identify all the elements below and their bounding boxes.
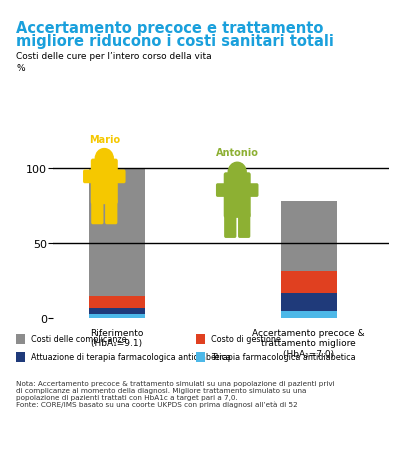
Text: Nota: Accertamento precoce & trattamento simulati su una popolazione di pazienti: Nota: Accertamento precoce & trattamento…	[16, 380, 335, 408]
Text: Antonio: Antonio	[216, 148, 258, 158]
Text: %: %	[16, 64, 25, 73]
Bar	[89, 296, 145, 308]
Bar	[89, 308, 145, 314]
Text: Costi delle cure per l’intero corso della vita: Costi delle cure per l’intero corso dell…	[16, 52, 212, 61]
Bar	[281, 201, 337, 272]
Bar	[281, 293, 337, 311]
Text: Attuazione di terapia farmacologica antidiabetica: Attuazione di terapia farmacologica anti…	[31, 353, 231, 362]
Bar	[281, 311, 337, 318]
Text: Costo di gestione: Costo di gestione	[211, 334, 281, 344]
Text: Accertamento precoce e trattamento: Accertamento precoce e trattamento	[16, 20, 324, 35]
Text: Costi delle complicanze: Costi delle complicanze	[31, 334, 126, 344]
Bar	[89, 168, 145, 296]
Text: Mario: Mario	[89, 134, 120, 144]
Text: migliore riducono i costi sanitari totali: migliore riducono i costi sanitari total…	[16, 34, 334, 49]
Bar	[89, 314, 145, 318]
Text: Terapia farmacologica antidiabetica: Terapia farmacologica antidiabetica	[211, 353, 355, 362]
Bar	[281, 272, 337, 293]
